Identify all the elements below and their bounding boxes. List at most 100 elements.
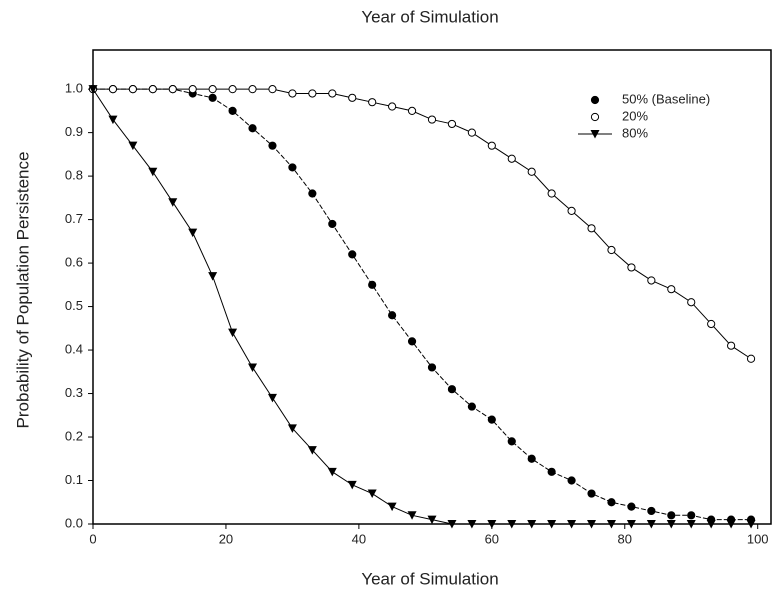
x-tick-label: 40: [352, 531, 366, 546]
marker: [228, 106, 237, 115]
marker: [328, 89, 337, 98]
marker: [647, 276, 656, 285]
marker: [507, 154, 516, 163]
marker: [128, 85, 137, 94]
marker: [646, 520, 656, 529]
marker: [447, 520, 457, 529]
series-line: [92, 88, 752, 525]
marker: [587, 224, 596, 233]
marker: [607, 245, 616, 255]
x-tick-label: 80: [618, 531, 632, 546]
marker: [367, 489, 377, 499]
y-tick-label: 0.5: [65, 298, 83, 313]
marker: [627, 502, 636, 511]
marker: [268, 141, 277, 150]
marker: [368, 280, 377, 289]
marker: [746, 520, 756, 529]
marker: [447, 385, 457, 394]
marker: [308, 89, 317, 98]
marker: [348, 250, 357, 259]
marker: [547, 189, 556, 198]
marker: [388, 102, 397, 111]
marker: [267, 393, 277, 403]
marker: [467, 128, 476, 137]
legend-label: 20%: [622, 108, 648, 123]
marker: [666, 520, 676, 529]
marker: [128, 141, 138, 151]
marker: [667, 511, 676, 520]
x-tick-label: 100: [747, 531, 769, 546]
chart-title: Year of Simulation: [361, 7, 498, 26]
marker: [527, 167, 536, 176]
marker: [567, 476, 576, 485]
marker: [388, 311, 397, 320]
series-line: [93, 88, 752, 360]
marker: [148, 85, 157, 94]
marker: [567, 206, 576, 215]
y-tick-label: 0.9: [65, 124, 83, 139]
marker: [547, 467, 556, 476]
marker: [547, 520, 557, 529]
marker: [328, 219, 337, 229]
marker: [627, 263, 636, 272]
y-tick-label: 0.0: [65, 515, 83, 530]
marker: [527, 520, 537, 529]
legend-marker: [590, 130, 600, 139]
marker: [427, 115, 437, 124]
marker: [487, 141, 496, 150]
marker: [88, 85, 98, 94]
marker: [567, 520, 577, 529]
marker: [307, 446, 317, 455]
marker: [347, 480, 357, 490]
series-line: [93, 88, 752, 521]
marker: [368, 98, 377, 107]
y-tick-label: 0.3: [65, 385, 83, 400]
marker: [108, 115, 118, 125]
marker: [487, 520, 497, 529]
marker: [647, 506, 656, 516]
marker: [208, 93, 217, 102]
marker: [427, 363, 437, 372]
marker: [467, 402, 476, 411]
marker: [407, 337, 417, 346]
x-axis-label: Year of Simulation: [361, 569, 498, 588]
marker: [607, 498, 616, 507]
marker: [606, 520, 616, 529]
marker: [288, 163, 297, 172]
x-tick-label: 60: [485, 531, 499, 546]
marker: [188, 85, 197, 94]
marker: [727, 341, 736, 350]
marker: [587, 489, 596, 498]
marker: [327, 467, 337, 477]
marker: [208, 272, 218, 281]
marker: [228, 85, 237, 94]
marker: [248, 124, 257, 133]
y-tick-label: 0.1: [65, 472, 83, 487]
marker: [168, 85, 177, 94]
marker: [427, 515, 437, 525]
marker: [148, 167, 158, 177]
x-tick-label: 0: [89, 531, 96, 546]
marker: [228, 328, 238, 338]
marker: [348, 93, 357, 102]
marker: [507, 437, 516, 446]
legend-label: 80%: [622, 125, 648, 140]
y-tick-label: 0.2: [65, 428, 83, 443]
marker: [288, 89, 297, 98]
y-tick-label: 0.4: [65, 341, 83, 356]
y-axis-label: Probability of Population Persistence: [13, 152, 32, 429]
marker: [248, 85, 257, 94]
y-tick-label: 0.8: [65, 168, 83, 183]
marker: [706, 520, 716, 529]
marker: [248, 363, 258, 372]
marker: [687, 298, 696, 307]
marker: [687, 511, 696, 520]
marker: [387, 502, 397, 512]
marker: [507, 520, 517, 529]
marker: [447, 119, 457, 129]
marker: [268, 85, 277, 94]
marker: [407, 106, 417, 115]
marker: [208, 85, 217, 94]
marker: [108, 85, 118, 94]
